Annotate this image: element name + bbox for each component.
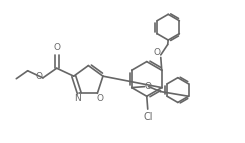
Text: O: O <box>36 72 43 81</box>
Text: O: O <box>53 43 60 52</box>
Text: O: O <box>153 48 160 57</box>
Text: O: O <box>145 82 152 91</box>
Text: Cl: Cl <box>144 112 154 122</box>
Text: N: N <box>74 94 81 103</box>
Text: O: O <box>97 94 104 103</box>
